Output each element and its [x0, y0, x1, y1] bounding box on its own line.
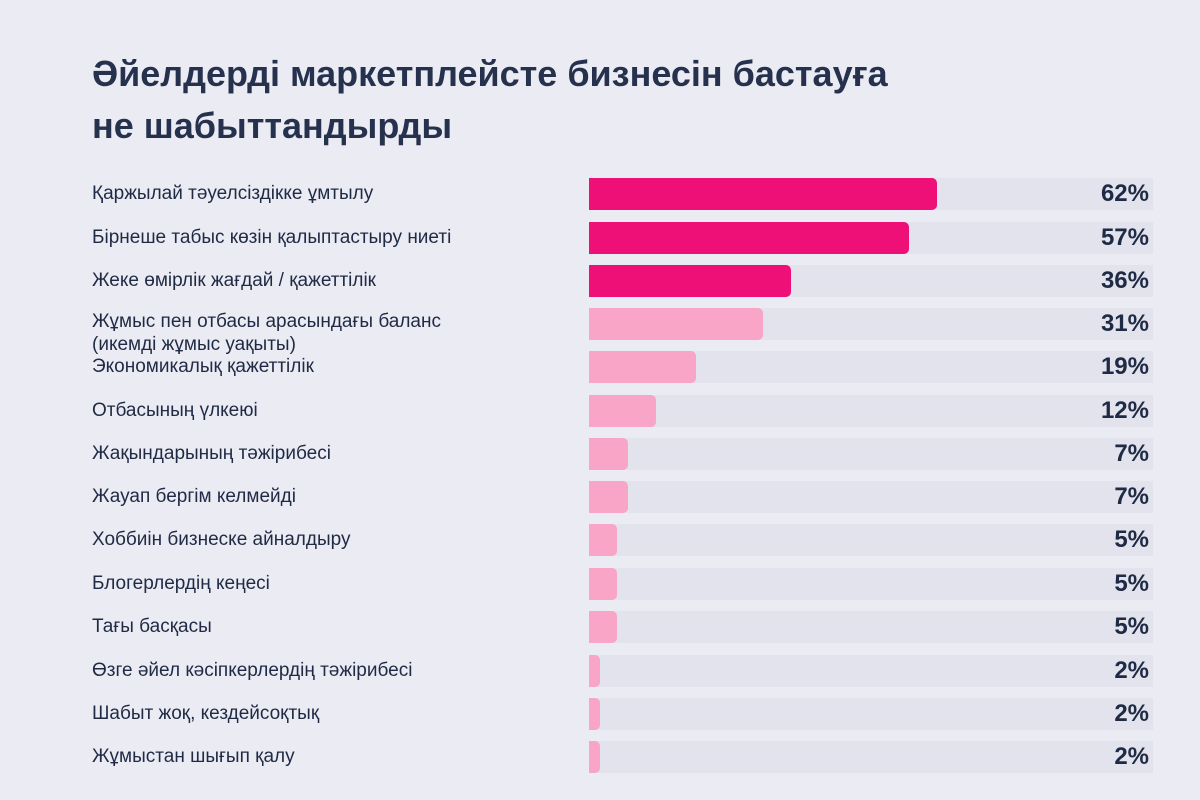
bar-track: 2%	[589, 655, 1153, 687]
bar-row: Бірнеше табыс көзін қалыптастыру ниеті 57…	[0, 222, 1200, 256]
bar-track: 7%	[589, 438, 1153, 470]
bar-row: Шабыт жоқ, кездейсоқтық 2%	[0, 698, 1200, 732]
bar-row: Қаржылай тәуелсіздікке ұмтылу 62%	[0, 178, 1200, 212]
value-label: 7%	[1114, 440, 1149, 467]
bar-track: 5%	[589, 611, 1153, 643]
bar-track: 57%	[589, 222, 1153, 254]
category-label-line: Жеке өмірлік жағдай / қажеттілік	[92, 270, 376, 291]
bar-track: 31%	[589, 308, 1153, 340]
value-label: 5%	[1114, 570, 1149, 597]
bar	[589, 438, 628, 470]
category-label: Өзге әйел кәсіпкерлердің тәжірибесі	[92, 659, 572, 682]
bar-row: Блогерлердің кеңесі 5%	[0, 568, 1200, 602]
category-label-line: Жақындарының тәжірибесі	[92, 443, 331, 464]
category-label: Отбасының үлкеюі	[92, 399, 572, 422]
category-label: Жұмыстан шығып қалу	[92, 745, 572, 768]
category-label: Жеке өмірлік жағдай / қажеттілік	[92, 269, 572, 292]
bar-track: 62%	[589, 178, 1153, 210]
category-label: Экономикалық қажеттілік	[92, 355, 572, 378]
bar	[589, 178, 937, 210]
value-label: 2%	[1114, 700, 1149, 727]
bar-row: Өзге әйел кәсіпкерлердің тәжірибесі 2%	[0, 655, 1200, 689]
category-label-line: Шабыт жоқ, кездейсоқтық	[92, 703, 320, 724]
value-label: 2%	[1114, 657, 1149, 684]
bar-row: Жұмыс пен отбасы арасындағы баланс (икемд…	[0, 308, 1200, 355]
bar-track: 2%	[589, 698, 1153, 730]
bar	[589, 265, 791, 297]
bar-row: Отбасының үлкеюі 12%	[0, 395, 1200, 429]
category-label: Жұмыс пен отбасы арасындағы баланс (икемд…	[92, 310, 572, 356]
category-label: Жауап бергім келмейді	[92, 485, 572, 508]
bar	[589, 698, 600, 730]
category-label: Бірнеше табыс көзін қалыптастыру ниеті	[92, 226, 572, 249]
category-label-line: Экономикалық қажеттілік	[92, 356, 314, 377]
value-label: 12%	[1100, 397, 1149, 424]
category-label-line: Жұмыс пен отбасы арасындағы баланс	[92, 311, 441, 332]
chart-title-line-1: Әйелдерді маркетплейсте бизнесін бастауғ…	[92, 53, 888, 94]
bar-track: 19%	[589, 351, 1153, 383]
value-label: 2%	[1114, 743, 1149, 770]
value-label: 36%	[1100, 267, 1149, 294]
category-label-line: Бірнеше табыс көзін қалыптастыру ниеті	[92, 227, 452, 248]
category-label-line: Тағы басқасы	[92, 616, 212, 637]
bar-row: Экономикалық қажеттілік 19%	[0, 351, 1200, 385]
category-label: Қаржылай тәуелсіздікке ұмтылу	[92, 182, 572, 205]
bar	[589, 568, 617, 600]
value-label: 5%	[1114, 613, 1149, 640]
chart-title-line-2: не шабыттандырды	[92, 105, 453, 146]
bar	[589, 308, 763, 340]
bar	[589, 222, 909, 254]
bar	[589, 481, 628, 513]
category-label: Хоббиін бизнеске айналдыру	[92, 528, 572, 551]
category-label-line: Қаржылай тәуелсіздікке ұмтылу	[92, 183, 374, 204]
bar-row: Жауап бергім келмейді 7%	[0, 481, 1200, 515]
category-label: Шабыт жоқ, кездейсоқтық	[92, 702, 572, 725]
category-label: Тағы басқасы	[92, 615, 572, 638]
category-label: Блогерлердің кеңесі	[92, 572, 572, 595]
category-label-line: Жауап бергім келмейді	[92, 486, 296, 507]
bar-row: Жақындарының тәжірибесі 7%	[0, 438, 1200, 472]
bar-track: 2%	[589, 741, 1153, 773]
bar-row: Жұмыстан шығып қалу 2%	[0, 741, 1200, 775]
bar-row: Жеке өмірлік жағдай / қажеттілік 36%	[0, 265, 1200, 299]
value-label: 57%	[1100, 224, 1149, 251]
value-label: 31%	[1100, 310, 1149, 337]
bar-track: 12%	[589, 395, 1153, 427]
category-label-line: Хоббиін бизнеске айналдыру	[92, 529, 351, 550]
bar-track: 5%	[589, 568, 1153, 600]
bar-track: 7%	[589, 481, 1153, 513]
bar-row: Хоббиін бизнеске айналдыру 5%	[0, 524, 1200, 558]
bar-track: 36%	[589, 265, 1153, 297]
bar-row: Тағы басқасы 5%	[0, 611, 1200, 645]
category-label-line: Өзге әйел кәсіпкерлердің тәжірибесі	[92, 660, 413, 681]
category-label-line: Отбасының үлкеюі	[92, 400, 258, 421]
value-label: 7%	[1114, 483, 1149, 510]
category-label-line: (икемді жұмыс уақыты)	[92, 334, 296, 355]
value-label: 19%	[1100, 353, 1149, 380]
category-label-line: Жұмыстан шығып қалу	[92, 746, 295, 767]
bar	[589, 741, 600, 773]
bar	[589, 395, 656, 427]
bar	[589, 611, 617, 643]
category-label-line: Блогерлердің кеңесі	[92, 573, 270, 594]
category-label: Жақындарының тәжірибесі	[92, 442, 572, 465]
chart-title: Әйелдерді маркетплейсте бизнесін бастауғ…	[92, 48, 1112, 152]
value-label: 62%	[1100, 180, 1149, 207]
bar	[589, 655, 600, 687]
value-label: 5%	[1114, 526, 1149, 553]
bar	[589, 351, 696, 383]
bar-track: 5%	[589, 524, 1153, 556]
bar	[589, 524, 617, 556]
